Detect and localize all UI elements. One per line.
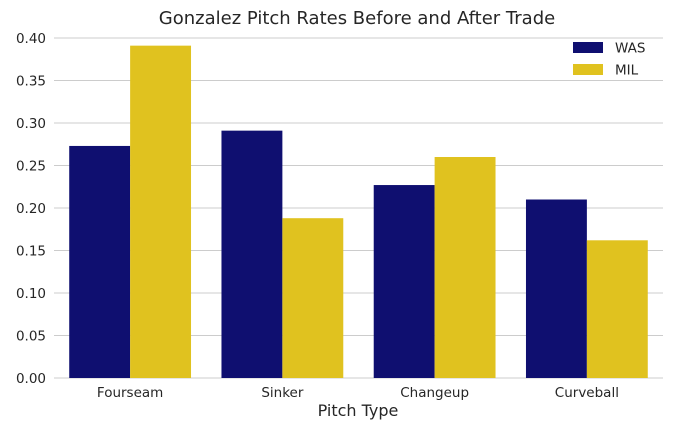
y-tick-label: 0.20 <box>16 201 46 217</box>
legend-swatch-was <box>573 42 603 53</box>
x-tick-label: Sinker <box>261 385 304 401</box>
y-tick-label: 0.00 <box>16 371 46 387</box>
bar-mil-sinker <box>282 218 344 378</box>
y-tick-label: 0.35 <box>16 74 46 90</box>
legend-swatch-mil <box>573 64 603 75</box>
bars <box>69 45 648 379</box>
bar-was-fourseam <box>69 145 131 378</box>
legend: WAS MIL <box>573 41 645 79</box>
chart-title: Gonzalez Pitch Rates Before and After Tr… <box>159 8 555 29</box>
bar-mil-changeup <box>434 157 496 378</box>
x-axis-label: Pitch Type <box>318 401 399 420</box>
x-tick-label: Fourseam <box>97 385 163 401</box>
bar-mil-curveball <box>586 240 648 378</box>
y-tick-label: 0.30 <box>16 116 46 132</box>
bar-mil-fourseam <box>130 45 192 379</box>
y-tick-label: 0.25 <box>16 159 46 175</box>
bar-was-changeup <box>373 185 435 378</box>
y-tick-label: 0.05 <box>16 329 46 345</box>
y-tick-label: 0.15 <box>16 244 46 260</box>
x-tick-label: Changeup <box>400 385 469 401</box>
legend-label-mil: MIL <box>615 63 639 79</box>
bar-was-sinker <box>221 130 283 378</box>
bar-was-curveball <box>525 199 587 378</box>
y-tick-label: 0.40 <box>16 31 46 47</box>
y-axis-ticks: 0.00 0.05 0.10 0.15 0.20 0.25 0.30 0.35 0.40 <box>16 31 46 387</box>
y-tick-label: 0.10 <box>16 286 46 302</box>
legend-label-was: WAS <box>615 41 645 57</box>
x-tick-label: Curveball <box>555 385 619 401</box>
x-axis-ticks: Fourseam Sinker Changeup Curveball <box>97 385 619 401</box>
